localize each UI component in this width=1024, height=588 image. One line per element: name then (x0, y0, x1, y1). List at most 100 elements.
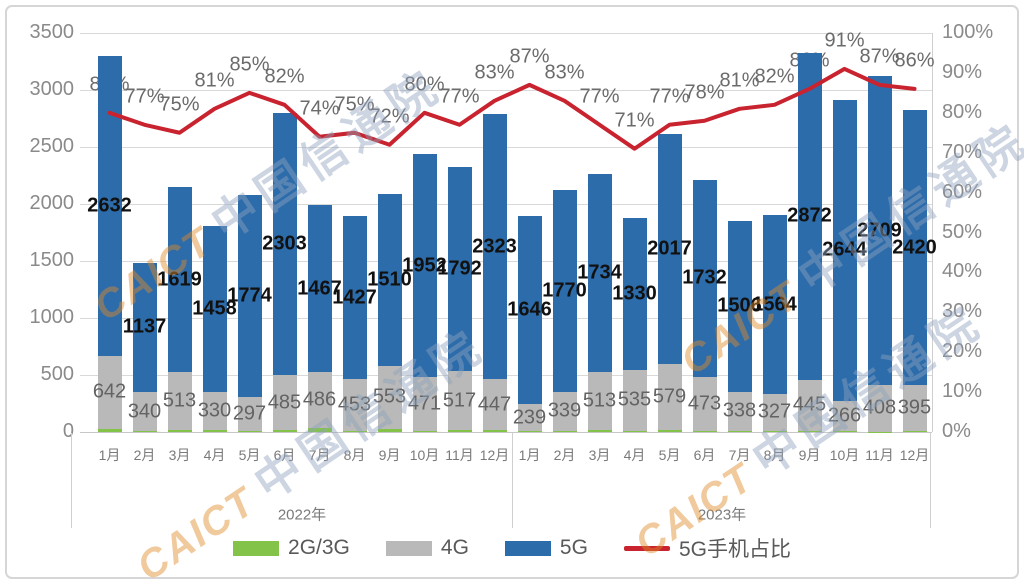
bar-4g-segment (762, 393, 787, 431)
bar-5g-segment (272, 112, 297, 376)
percent-label: 82% (264, 65, 305, 88)
bar-5g-segment (412, 154, 437, 377)
bar-4g-segment (797, 380, 822, 431)
bar-label-5g: 2303 (262, 232, 307, 255)
bar-2g3g-segment (517, 431, 542, 433)
axis-group-divider (512, 433, 513, 528)
y-axis-tick-right: 40% (942, 260, 983, 283)
bar-label-4g: 453 (337, 393, 372, 416)
bar-5g-segment (692, 179, 717, 378)
bar-2g3g-segment (552, 430, 577, 432)
legend-label-4g: 4G (440, 536, 469, 559)
bar-label-4g: 513 (582, 389, 617, 412)
bar-2g3g-segment (167, 430, 192, 432)
legend-item-5g: 5G (504, 536, 588, 560)
y-axis-tick-right: 30% (942, 300, 983, 323)
bar-5g-segment (552, 190, 577, 392)
bar-5g-segment (902, 109, 927, 386)
bar-4g-segment (727, 392, 752, 431)
bar-label-4g: 642 (92, 380, 127, 403)
bar-2g3g-segment (132, 430, 157, 432)
bar-label-4g: 339 (547, 399, 582, 422)
bar-label-5g: 1137 (122, 315, 167, 338)
bar-5g-segment (202, 225, 227, 393)
month-label: 9月 (378, 447, 401, 463)
bar-label-5g: 2644 (822, 238, 867, 261)
month-label: 9月 (798, 447, 821, 463)
y-axis-tick-left: 3500 (29, 21, 75, 43)
bar-2g3g-segment (412, 430, 437, 432)
bar-2g3g-segment (342, 430, 367, 432)
bar-label-5g: 1774 (227, 284, 272, 307)
bar-2g3g-segment (727, 430, 752, 432)
bar-label-4g: 473 (687, 392, 722, 415)
y-axis-tick-right: 100% (942, 21, 994, 43)
month-label: 5月 (658, 447, 681, 463)
bar-5g-segment (657, 134, 682, 365)
bar-label-4g: 517 (442, 389, 477, 412)
bar-label-4g: 486 (302, 388, 337, 411)
bar-label-4g: 513 (162, 389, 197, 412)
bar-5g-segment (377, 193, 402, 366)
bar-4g-segment (132, 392, 157, 431)
y-axis-tick-right: 10% (942, 380, 983, 403)
year-label: 2023年 (697, 506, 747, 524)
bar-2g3g-segment (377, 428, 402, 432)
percent-label: 72% (369, 105, 410, 128)
bar-5g-segment (342, 216, 367, 379)
bar-5g-segment (622, 217, 647, 370)
bar-label-5g: 1467 (297, 277, 342, 300)
bar-4g-segment (377, 365, 402, 429)
legend-label-2g3g: 2G/3G (288, 536, 350, 559)
month-label: 12月 (899, 447, 930, 463)
month-label: 1月 (98, 447, 121, 463)
bar-5g-segment (587, 174, 612, 372)
gridline (80, 33, 932, 34)
bar-label-4g: 485 (267, 391, 302, 414)
bar-5g-segment (762, 215, 787, 394)
bar-label-5g: 1732 (682, 266, 727, 289)
bar-5g-segment (727, 220, 752, 393)
month-label: 4月 (623, 447, 646, 463)
bar-4g-segment (587, 371, 612, 431)
bar-4g-segment (517, 403, 542, 432)
y-axis-tick-right: 20% (942, 340, 983, 363)
bar-4g-segment (482, 379, 507, 431)
bar-label-4g: 340 (127, 400, 162, 423)
bar-label-5g: 2709 (857, 219, 902, 242)
y-axis-tick-right: 70% (942, 140, 983, 163)
legend-item-4g: 4G (385, 536, 469, 560)
bar-2g3g-segment (902, 430, 927, 432)
bar-label-4g: 266 (827, 404, 862, 427)
bar-4g-segment (447, 371, 472, 431)
y-axis-tick-left: 2000 (29, 192, 75, 214)
month-label: 7月 (308, 447, 331, 463)
bar-label-4g: 297 (232, 402, 267, 425)
bar-2g3g-segment (482, 430, 507, 432)
bar-label-5g: 1506 (717, 294, 762, 317)
month-label: 11月 (865, 447, 894, 463)
bar-label-5g: 1734 (577, 261, 622, 284)
bar-2g3g-segment (447, 430, 472, 432)
legend-label-5g-share: 5G手机占比 (678, 538, 791, 561)
month-label: 10月 (409, 447, 440, 463)
bar-4g-segment (692, 377, 717, 431)
bar-label-5g: 1427 (332, 286, 377, 309)
month-label: 12月 (479, 447, 510, 463)
bar-label-5g: 1619 (157, 268, 202, 291)
percent-label: 87% (859, 45, 900, 68)
y-axis-tick-left: 0 (62, 420, 74, 442)
bar-2g3g-segment (587, 430, 612, 432)
bar-label-4g: 327 (757, 400, 792, 423)
legend-label-5g: 5G (559, 536, 588, 559)
gridline (80, 432, 932, 433)
bar-label-5g: 1564 (752, 293, 797, 316)
bar-4g-segment (867, 385, 892, 432)
legend: 2G/3G 4G 5G 5G手机占比 (0, 533, 1024, 563)
year-label: 2022年 (277, 506, 327, 524)
bar-5g-segment (132, 262, 157, 393)
bar-5g-segment (167, 187, 192, 372)
bar-2g3g-segment (307, 427, 332, 432)
percent-label: 87% (509, 45, 550, 68)
